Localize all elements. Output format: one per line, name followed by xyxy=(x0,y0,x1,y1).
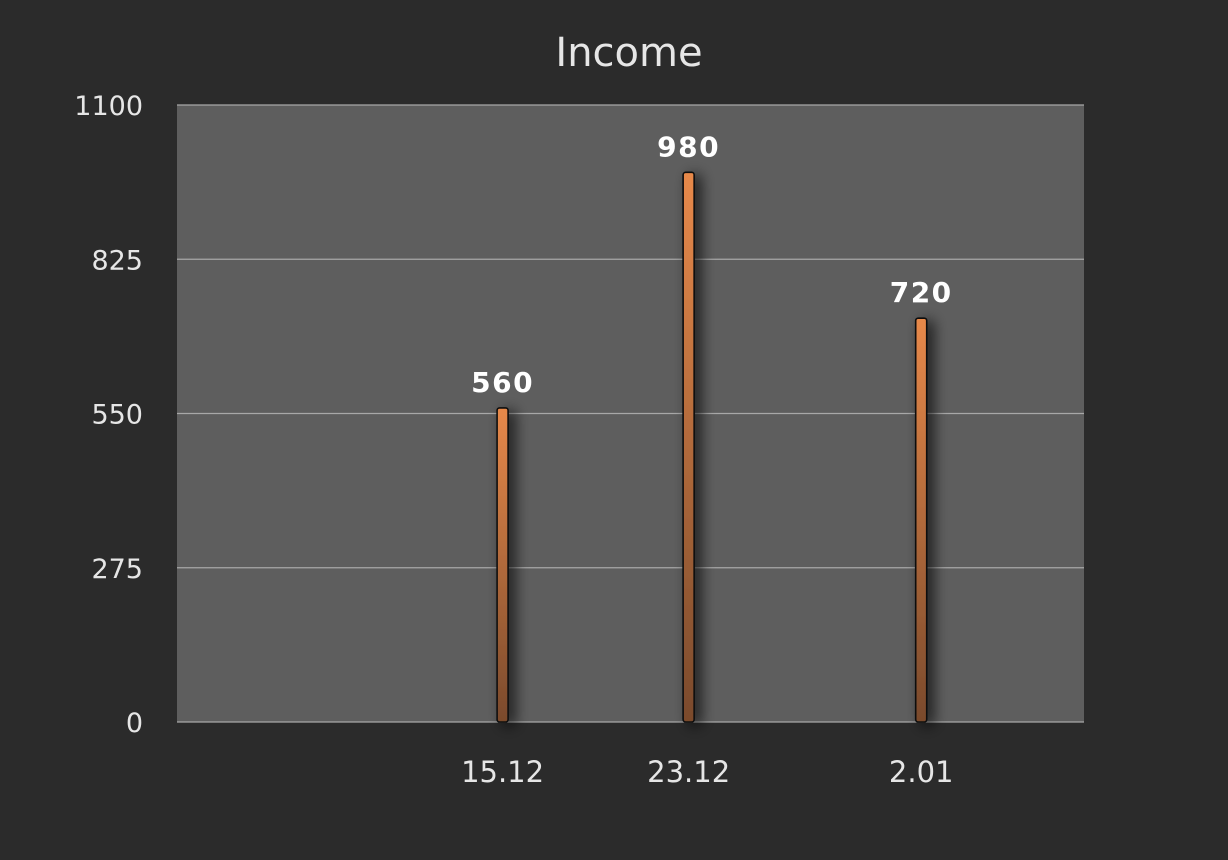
bar xyxy=(914,317,928,723)
data-label: 720 xyxy=(890,276,953,309)
x-tick-label: 23.12 xyxy=(647,755,730,789)
x-tick-label: 2.01 xyxy=(889,755,954,789)
chart-title: Income xyxy=(555,30,702,76)
bar xyxy=(496,407,509,723)
bar xyxy=(682,171,695,723)
data-label: 980 xyxy=(657,130,720,163)
y-tick-label: 0 xyxy=(126,708,143,739)
y-tick-label: 1100 xyxy=(74,91,143,122)
data-labels: 560 980 720 xyxy=(471,130,953,399)
y-tick-label: 550 xyxy=(91,400,143,431)
x-tick-label: 15.12 xyxy=(461,755,544,789)
data-label: 560 xyxy=(471,366,534,399)
y-tick-label: 275 xyxy=(91,554,143,585)
y-axis-tick-labels: 0 275 550 825 1100 xyxy=(74,91,143,739)
bars xyxy=(496,171,928,723)
x-axis-tick-labels: 15.12 23.12 2.01 xyxy=(461,755,953,789)
y-tick-label: 825 xyxy=(91,245,143,276)
gridlines xyxy=(177,104,1084,723)
